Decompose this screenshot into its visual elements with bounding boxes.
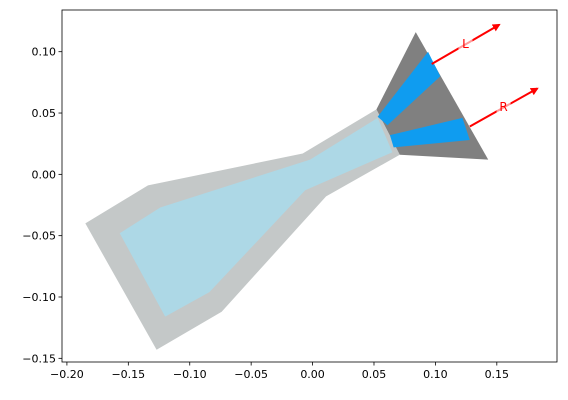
- polygon: [377, 51, 441, 126]
- y-tick-label: −0.10: [22, 291, 56, 304]
- arrow-label-box: [496, 99, 511, 115]
- arrow-label: L: [462, 37, 469, 51]
- x-tick-label: −0.15: [111, 368, 145, 381]
- y-tick-label: 0.10: [32, 46, 57, 59]
- y-tick-label: 0.05: [32, 107, 57, 120]
- x-tick-label: −0.10: [173, 368, 207, 381]
- axes-frame: [61, 9, 558, 363]
- x-tick-label: 0.05: [362, 368, 387, 381]
- x-tick-label: −0.20: [50, 368, 84, 381]
- arrow-label-box: [458, 36, 473, 52]
- polygon: [389, 117, 470, 148]
- x-tick-label: −0.05: [234, 368, 268, 381]
- x-tick-label: 0.10: [423, 368, 448, 381]
- x-tick-label: 0.15: [485, 368, 510, 381]
- x-tick-label: 0.00: [300, 368, 325, 381]
- y-tick-label: −0.15: [22, 352, 56, 365]
- polygon: [119, 117, 393, 317]
- arrow-label: R: [499, 100, 507, 114]
- y-tick-label: −0.05: [22, 230, 56, 243]
- y-tick-label: 0.00: [32, 168, 57, 181]
